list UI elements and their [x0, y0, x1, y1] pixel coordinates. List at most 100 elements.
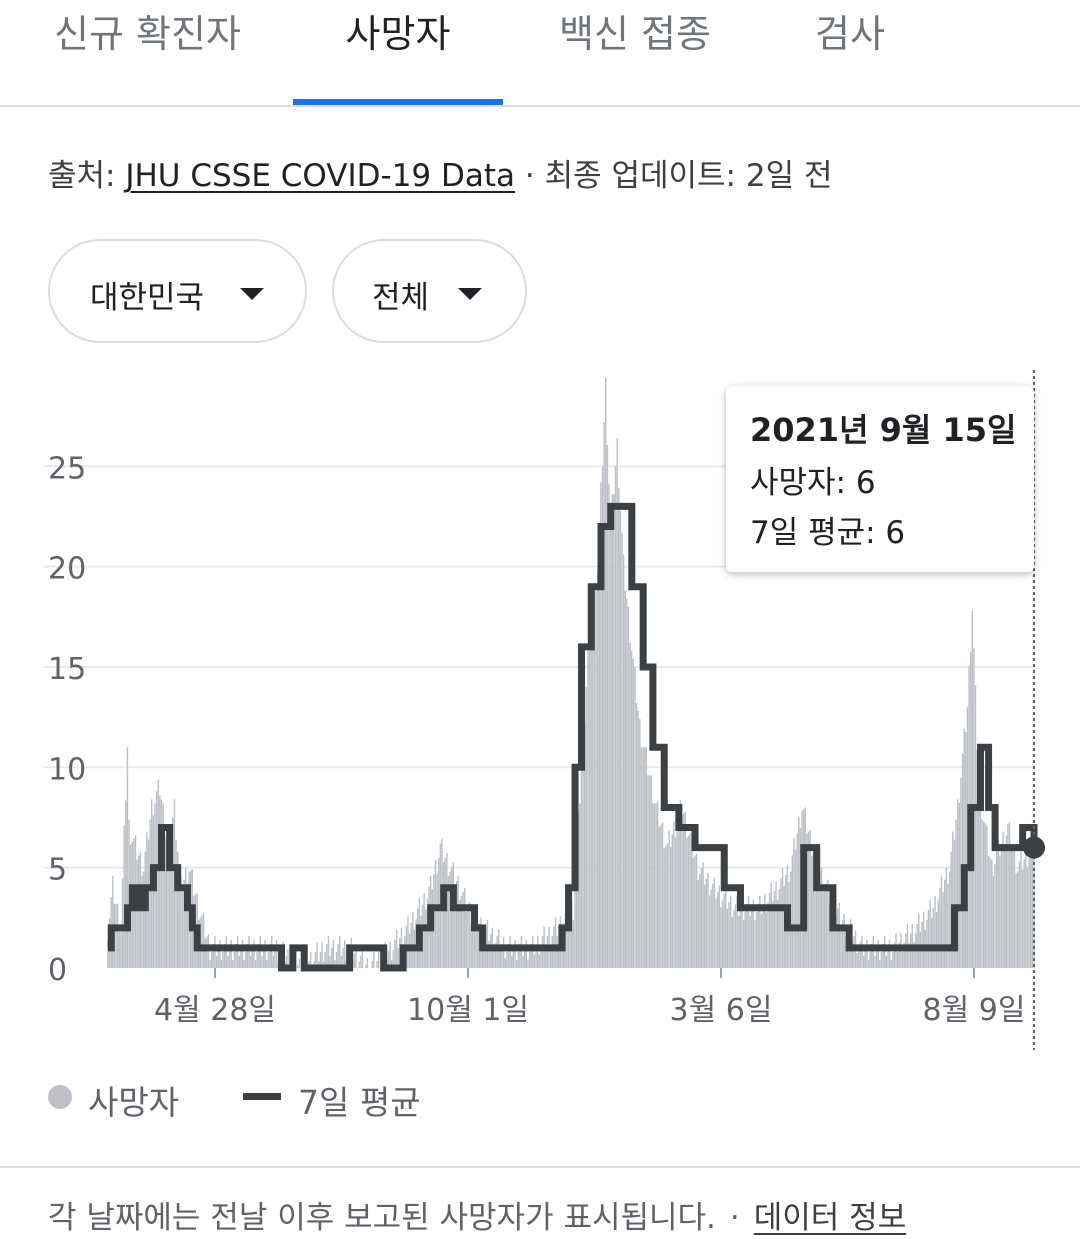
death-bar	[496, 935, 498, 968]
death-bar	[343, 939, 346, 968]
death-bar	[232, 959, 234, 968]
death-bar	[752, 899, 755, 968]
x-axis-ticks: 4월 28일 10월 1일 3월 6일 8월 9일	[154, 968, 1025, 1028]
death-bar	[494, 942, 497, 968]
death-bar	[963, 728, 965, 968]
death-bar	[991, 859, 993, 968]
tab-vaccinations[interactable]: 백신 접종	[559, 12, 711, 56]
death-bar	[613, 494, 615, 968]
death-bar	[501, 943, 503, 968]
death-bar	[1015, 873, 1017, 968]
death-bar	[168, 825, 171, 968]
death-bar	[126, 747, 129, 968]
death-bar	[653, 803, 656, 968]
tab-new-cases[interactable]: 신규 확진자	[54, 12, 241, 56]
death-bar	[896, 951, 899, 968]
death-bar	[639, 719, 641, 968]
death-bar	[853, 936, 855, 968]
death-bar	[141, 875, 143, 968]
death-bar	[269, 943, 271, 968]
death-bar	[142, 871, 145, 968]
death-bar	[522, 955, 524, 968]
death-bar	[590, 622, 592, 968]
death-bar	[879, 959, 881, 968]
death-bar	[334, 959, 336, 968]
data-info-link[interactable]: 데이터 정보	[753, 1200, 907, 1236]
death-bar	[984, 823, 986, 968]
source-link[interactable]: JHU CSSE COVID-19 Data	[125, 158, 516, 194]
tabs-divider	[0, 105, 1080, 107]
death-bar	[1007, 823, 1009, 968]
death-bar	[726, 908, 729, 968]
death-bar	[569, 911, 571, 968]
death-bar	[931, 917, 933, 968]
death-bar	[671, 834, 674, 968]
death-bar	[901, 951, 904, 968]
death-bar	[442, 862, 445, 968]
death-bar	[233, 951, 236, 968]
scope-dropdown[interactable]: 전체	[332, 239, 527, 343]
death-bar	[517, 951, 519, 968]
death-bar	[744, 911, 746, 968]
death-bar	[861, 935, 863, 968]
death-bar	[832, 895, 834, 968]
death-bar	[695, 853, 698, 968]
death-bar	[360, 955, 362, 968]
deaths-chart[interactable]: 0 5 10 15 20 25 4월 28일 10월 1일 3월 6일 8월 9일	[0, 370, 1080, 1060]
y-axis-ticks: 0 5 10 15 20 25	[48, 451, 86, 988]
death-bar	[332, 939, 335, 968]
death-bar	[222, 951, 224, 968]
death-bar	[515, 959, 518, 968]
tab-deaths[interactable]: 사망자	[345, 12, 451, 56]
death-bar	[956, 799, 959, 968]
death-bar	[275, 939, 278, 968]
death-bar	[955, 819, 957, 968]
death-bar	[669, 846, 672, 968]
death-bar	[123, 825, 125, 968]
death-bar	[243, 959, 245, 968]
death-bar	[892, 951, 894, 968]
death-bar	[366, 958, 369, 968]
death-bar	[926, 919, 928, 968]
death-bar	[335, 951, 338, 968]
death-bar	[666, 843, 669, 968]
death-bar	[465, 911, 468, 968]
death-bar	[632, 658, 635, 968]
death-bar	[319, 951, 322, 968]
death-bar	[710, 889, 712, 968]
death-bar	[773, 891, 776, 968]
y-tick-label: 20	[48, 552, 86, 587]
death-bar	[767, 902, 769, 968]
death-bar	[725, 887, 727, 968]
death-bar	[183, 879, 185, 968]
footnote: 각 날짜에는 전날 이후 보고된 사망자가 표시됩니다. · 데이터 정보	[48, 1192, 906, 1237]
death-bar	[467, 907, 469, 968]
death-bar	[942, 891, 944, 968]
region-dropdown[interactable]: 대한민국	[48, 239, 307, 343]
source-line: 출처: JHU CSSE COVID-19 Data · 최종 업데이트: 2일…	[48, 150, 832, 195]
death-bar	[533, 954, 536, 968]
death-bar	[877, 939, 879, 968]
death-bar	[538, 954, 541, 968]
death-bar	[238, 955, 241, 968]
death-bar	[532, 935, 534, 968]
death-bar	[463, 887, 466, 968]
death-bar	[254, 959, 257, 968]
death-bar	[230, 939, 232, 968]
tab-tests[interactable]: 검사	[815, 12, 885, 56]
death-bar	[266, 959, 268, 968]
death-bar	[447, 876, 450, 968]
death-bar	[499, 950, 502, 968]
death-bar	[262, 947, 265, 968]
death-bar	[893, 942, 896, 968]
death-bar	[181, 891, 184, 968]
death-bar	[600, 482, 602, 968]
death-bar	[170, 835, 172, 968]
death-bar	[940, 875, 943, 968]
death-bar	[390, 959, 393, 968]
death-bar	[859, 941, 862, 968]
death-bar	[540, 945, 542, 968]
tooltip-deaths: 사망자: 6	[750, 465, 876, 501]
death-bar	[587, 650, 589, 968]
death-bar	[580, 767, 583, 968]
